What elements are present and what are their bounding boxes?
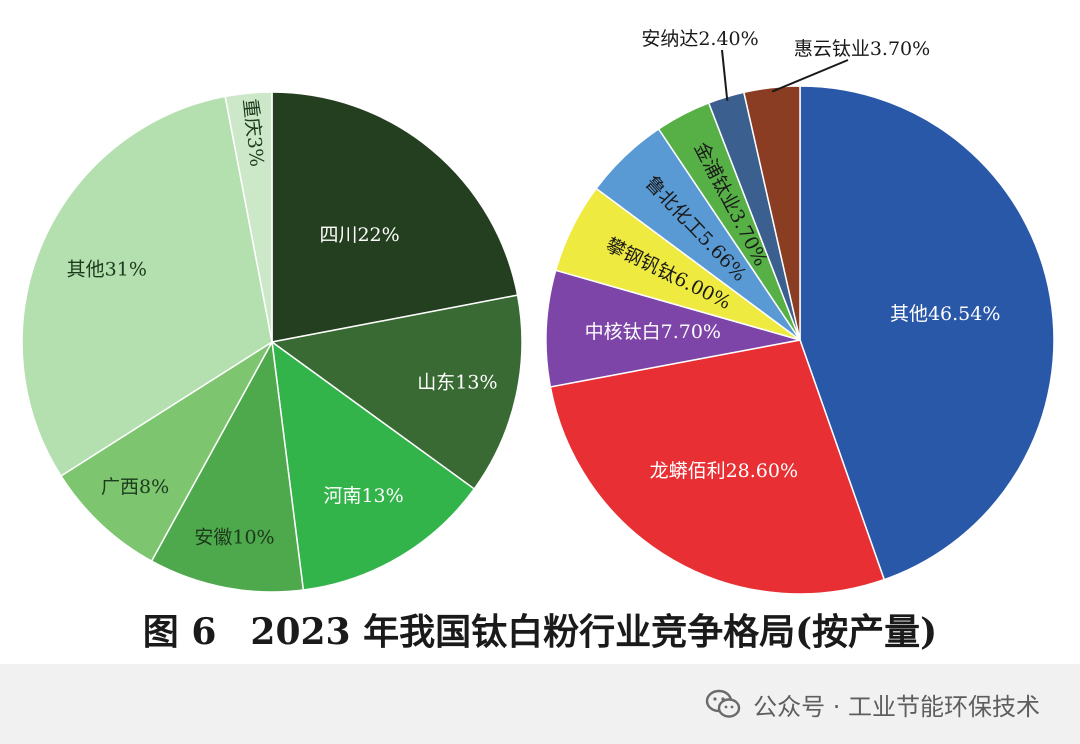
footer-bar: 公众号 · 工业节能环保技术 [0, 664, 1080, 744]
slice-label: 山东13% [417, 371, 497, 393]
pie-slice [271, 340, 476, 591]
slice-label: 其他31% [67, 259, 147, 281]
slice-label: 其他46.54% [890, 303, 1000, 325]
slice-label: 广西8% [101, 476, 169, 498]
pie-slice [799, 85, 1055, 581]
pie-chart-regions: 四川22%山东13%河南13%安徽10%广西8%其他31%重庆3% [21, 91, 523, 593]
figure-number: 图 6 [142, 611, 217, 653]
pie-chart-companies: 其他46.54%龙蟒佰利28.60%中核钛白7.70%攀钢钒钛6.00%鲁北化工… [545, 28, 1055, 595]
label-leader-line [771, 59, 849, 93]
pie-slice [271, 91, 519, 343]
pie-slice [21, 95, 273, 477]
slice-label: 四川22% [319, 224, 399, 246]
figure-caption: 图 6 2023 年我国钛白粉行业竞争格局(按产量) [0, 600, 1080, 664]
pie-slice [742, 85, 801, 341]
slice-label: 安徽10% [194, 527, 274, 549]
pie-slice [549, 339, 886, 595]
pie-slice [59, 341, 273, 563]
slice-label: 安纳达2.40% [641, 28, 758, 50]
footer-source: 公众号 · 工业节能环保技术 [753, 692, 1040, 721]
pie-slice [150, 339, 305, 593]
slice-label: 河南13% [323, 485, 403, 507]
slice-label: 中核钛白7.70% [585, 321, 721, 343]
slice-label: 惠云钛业3.70% [794, 38, 930, 60]
wechat-icon [705, 689, 741, 718]
slice-label: 龙蟒佰利28.60% [650, 460, 798, 482]
pie-slice [270, 294, 523, 490]
label-leader-line [721, 49, 729, 101]
figure-title: 2023 年我国钛白粉行业竞争格局(按产量) [250, 611, 938, 653]
pie-slice [224, 91, 273, 343]
pie-slice [545, 269, 801, 388]
